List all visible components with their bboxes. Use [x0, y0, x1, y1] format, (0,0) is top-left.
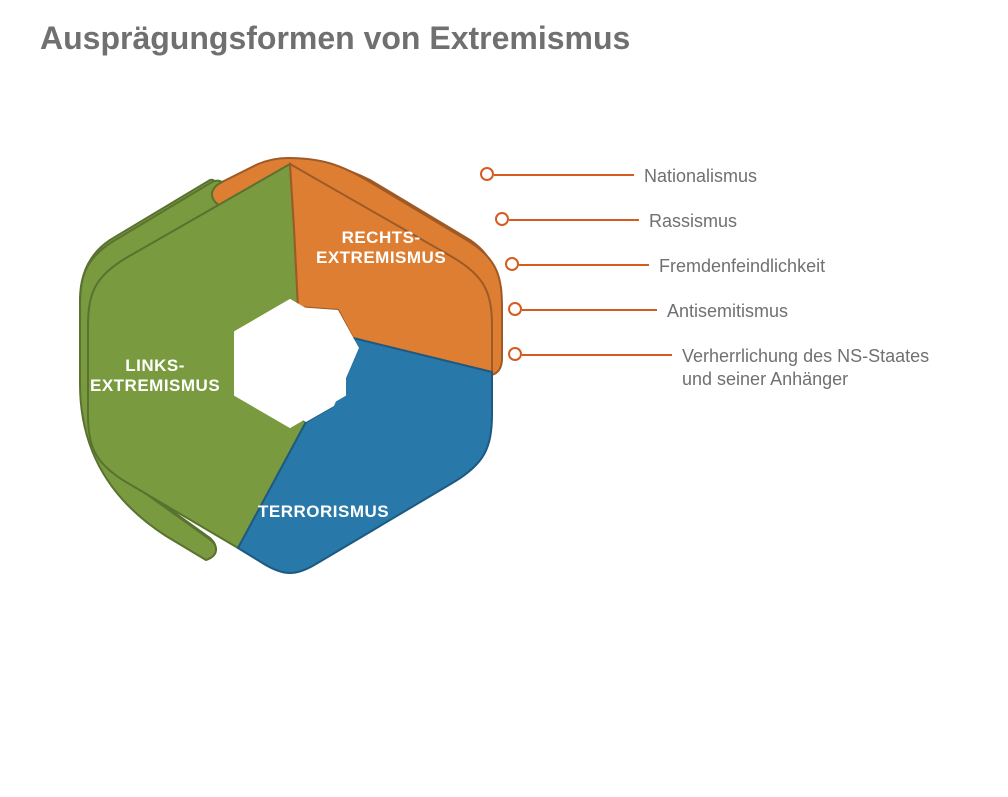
label-links: LINKS- EXTREMISMUS	[90, 356, 220, 396]
callout-dot-icon	[495, 212, 509, 226]
callout-line	[509, 219, 639, 221]
callout-line	[519, 264, 649, 266]
callout-text: Nationalismus	[644, 165, 757, 188]
label-links-l1: LINKS-	[125, 356, 185, 375]
callout-text: Rassismus	[649, 210, 737, 233]
hexagon-diagram: RECHTS- EXTREMISMUS LINKS- EXTREMISMUS T…	[70, 150, 510, 590]
callout-dot-icon	[508, 302, 522, 316]
callout-dot-icon	[480, 167, 494, 181]
callout-text: Fremdenfeindlichkeit	[659, 255, 825, 278]
callout-text: Verherrlichung des NS-Staates und seiner…	[682, 345, 962, 392]
callout-dot-icon	[508, 347, 522, 361]
callout-dot-icon	[505, 257, 519, 271]
label-terror: TERRORISMUS	[258, 502, 389, 522]
callout-item: Antisemitismus	[508, 300, 788, 323]
page-title: Ausprägungsformen von Extremismus	[40, 20, 630, 57]
callout-line	[522, 354, 672, 356]
label-links-l2: EXTREMISMUS	[90, 376, 220, 395]
callout-item: Fremdenfeindlichkeit	[505, 255, 825, 278]
label-terror-l1: TERRORISMUS	[258, 502, 389, 521]
label-rechts-l1: RECHTS-	[342, 228, 421, 247]
label-rechts: RECHTS- EXTREMISMUS	[316, 228, 446, 268]
callout-line	[522, 309, 657, 311]
callout-text: Antisemitismus	[667, 300, 788, 323]
callout-item: Nationalismus	[480, 165, 757, 188]
label-rechts-l2: EXTREMISMUS	[316, 248, 446, 267]
callout-item: Rassismus	[495, 210, 737, 233]
callout-item: Verherrlichung des NS-Staates und seiner…	[508, 345, 962, 392]
callout-line	[494, 174, 634, 176]
